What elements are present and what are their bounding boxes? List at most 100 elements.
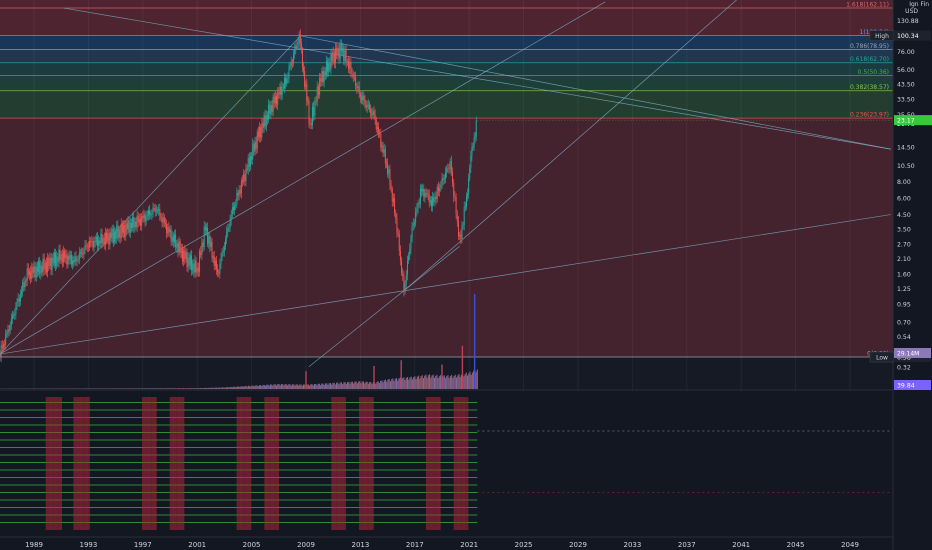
- candle-body: [42, 258, 44, 273]
- volume-bar: [252, 385, 254, 389]
- candle-body: [331, 53, 333, 62]
- candle-body: [336, 47, 338, 56]
- candle-body: [142, 216, 144, 219]
- candle-body: [145, 216, 147, 222]
- candle-body: [339, 43, 341, 59]
- candle-body: [423, 188, 425, 198]
- candle-body: [67, 255, 69, 265]
- candle-body: [469, 168, 471, 179]
- candle-body: [304, 71, 306, 87]
- candle-body: [394, 198, 396, 214]
- candle-body: [391, 189, 393, 202]
- volume-bar: [124, 388, 126, 389]
- volume-bar: [426, 377, 428, 389]
- candle-body: [205, 227, 207, 231]
- candle-body: [22, 282, 24, 292]
- oscillator-red-bar: [272, 397, 275, 530]
- candle-body: [475, 120, 477, 137]
- volume-bar: [116, 388, 119, 389]
- volume-bar: [433, 377, 436, 389]
- candle-body: [141, 216, 143, 226]
- oscillator-red-bar: [458, 397, 461, 530]
- volume-bar: [181, 388, 183, 389]
- candle-body: [314, 100, 316, 116]
- candle-body: [303, 67, 305, 72]
- volume-bar: [140, 388, 142, 389]
- volume-bar: [251, 385, 253, 389]
- candle-body: [434, 196, 436, 203]
- volume-bar: [173, 388, 175, 389]
- candle-body: [79, 252, 81, 254]
- candle-body: [324, 71, 326, 76]
- candle-body: [101, 233, 103, 243]
- candle-body: [25, 280, 27, 282]
- fib-level-label: 0.382(38.57): [850, 84, 889, 91]
- volume-bar: [206, 388, 208, 389]
- volume-bar: [154, 388, 156, 389]
- volume-bar: [448, 377, 450, 389]
- volume-bar: [312, 385, 314, 389]
- candle-body: [154, 208, 156, 212]
- candle-body: [269, 104, 271, 115]
- oscillator-red-bar: [57, 397, 59, 530]
- volume-bar: [451, 374, 453, 389]
- candle-body: [171, 236, 173, 242]
- candle-body: [109, 232, 111, 245]
- oscillator-red-bar: [430, 397, 433, 530]
- candle-body: [53, 252, 55, 264]
- candle-body: [89, 241, 91, 248]
- candle-body: [236, 192, 238, 205]
- oscillator-red-bar: [275, 397, 278, 530]
- candle-body: [119, 229, 121, 239]
- candle-body: [208, 236, 210, 244]
- volume-bar: [163, 388, 165, 389]
- candle-body: [143, 214, 145, 219]
- volume-bar: [165, 388, 167, 389]
- candle-body: [0, 345, 2, 357]
- candle-body: [60, 253, 62, 261]
- volume-bar: [280, 384, 283, 389]
- time-tick-label: 1993: [79, 541, 97, 549]
- volume-bar: [200, 388, 202, 389]
- trendline: [403, 0, 738, 291]
- volume-bar: [279, 385, 281, 389]
- volume-bar: [398, 378, 400, 389]
- candle-body: [41, 265, 43, 273]
- candle-body: [188, 257, 190, 266]
- candle-body: [35, 266, 37, 278]
- oscillator-red-bar: [341, 397, 343, 530]
- price-axis[interactable]: [893, 0, 932, 550]
- volume-bar: [455, 377, 458, 389]
- volume-bar: [250, 386, 252, 389]
- oscillator-red-bar: [75, 397, 77, 530]
- oscillator-red-bar: [84, 397, 87, 530]
- candle-body: [276, 95, 278, 105]
- candle-body: [310, 123, 312, 126]
- volume-bar: [427, 375, 429, 389]
- volume-bar: [158, 388, 160, 389]
- current-price-badge: [894, 115, 932, 126]
- candle-body: [320, 78, 322, 82]
- volume-bar: [268, 385, 270, 389]
- oscillator-red-bar: [153, 397, 156, 530]
- volume-bar: [376, 381, 378, 389]
- volume-bar: [273, 384, 275, 389]
- volume-bar: [329, 383, 331, 389]
- volume-bar: [160, 388, 163, 389]
- oscillator-red-bar: [52, 397, 54, 530]
- fib-zone: [0, 75, 893, 91]
- volume-bar: [104, 388, 106, 389]
- volume-bar: [168, 388, 170, 389]
- volume-bar: [447, 375, 449, 389]
- candle-body: [402, 272, 404, 276]
- volume-bar: [212, 387, 214, 389]
- volume-bar: [322, 383, 324, 389]
- candle-body: [193, 263, 195, 273]
- volume-bar: [351, 381, 354, 389]
- oscillator-red-bar: [239, 397, 242, 530]
- candle-body: [293, 54, 295, 63]
- candle-body: [309, 123, 311, 125]
- volume-bar: [225, 387, 227, 389]
- candle-body: [15, 306, 17, 315]
